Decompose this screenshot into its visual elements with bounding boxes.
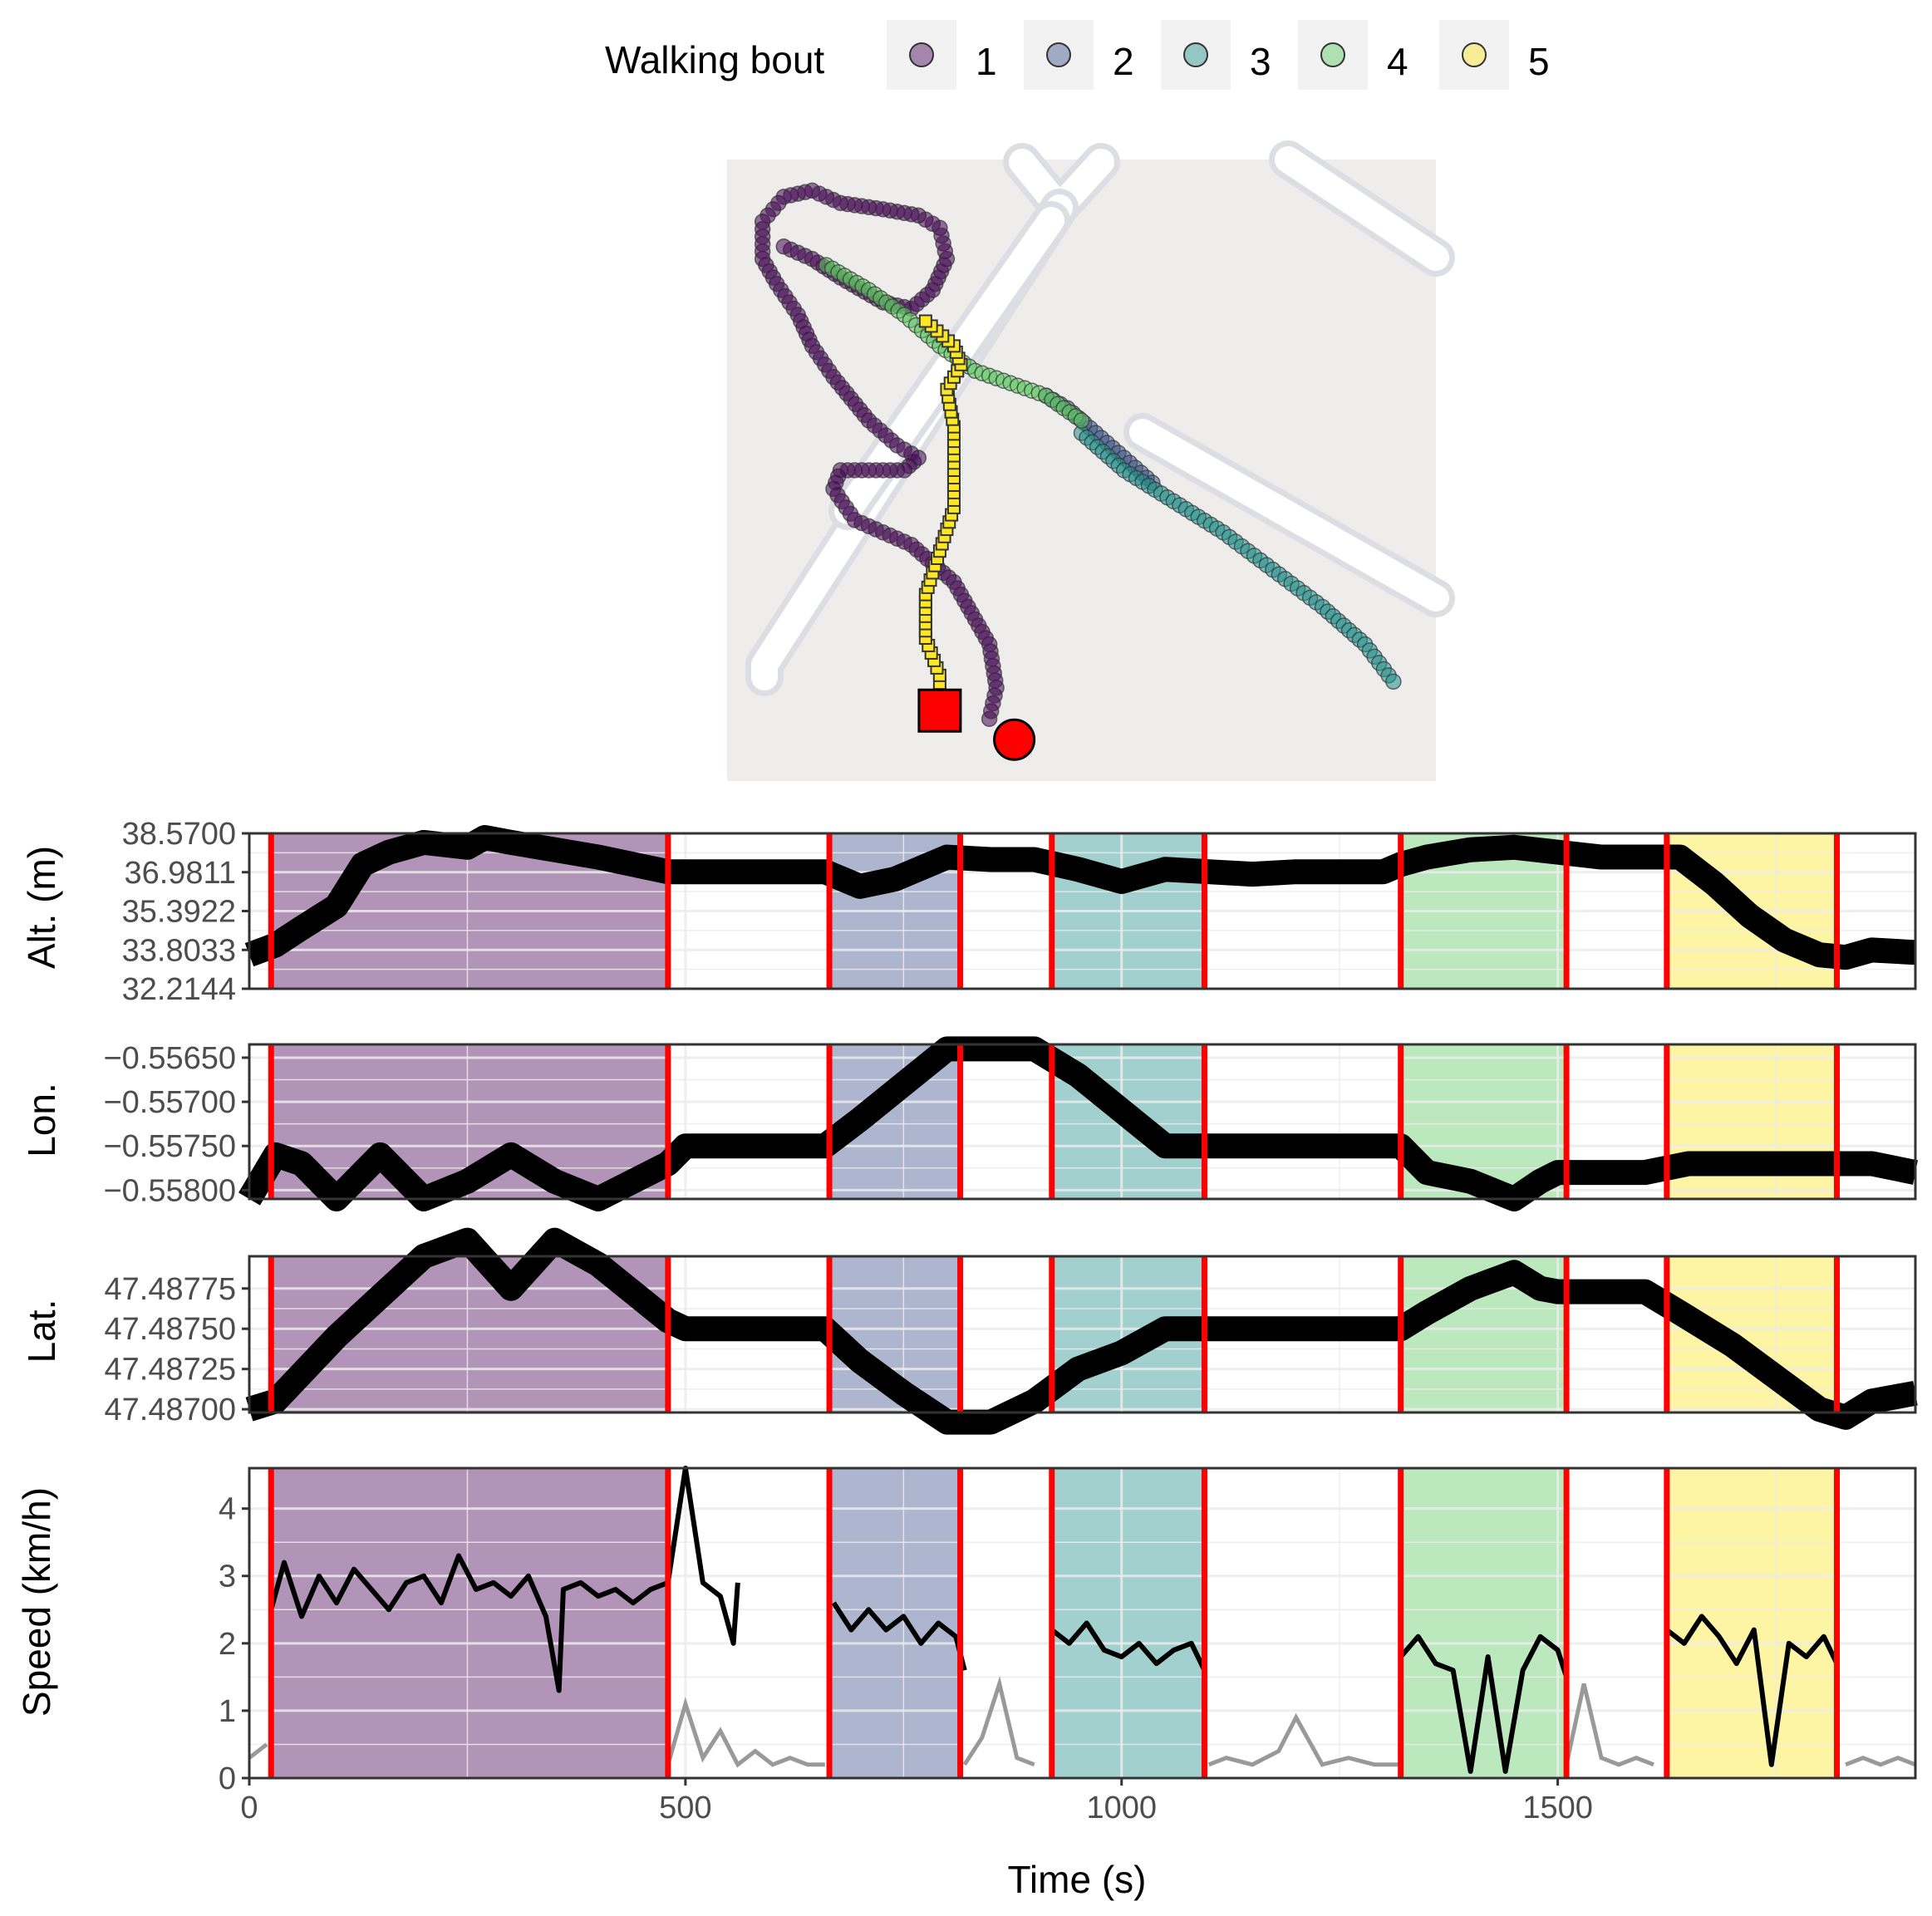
speed-nonwalking-4 (1564, 1683, 1654, 1767)
legend-key-1 (887, 20, 956, 90)
legend-entry-4: 4 (1298, 20, 1408, 90)
altitude-ytick-label-4: 32.2144 (122, 972, 236, 1007)
legend-label-1: 1 (976, 40, 997, 83)
legend-entry-5: 5 (1439, 20, 1550, 90)
legend-key-3 (1161, 20, 1231, 90)
latitude-ytick-label-3: 47.48700 (105, 1393, 237, 1427)
legend-entry-1: 1 (887, 20, 997, 90)
legend-entries: 1 2 3 4 5 (887, 20, 1550, 90)
xtick-label-3: 1500 (1522, 1791, 1593, 1825)
speed-nonwalking-2 (962, 1676, 1035, 1767)
map-point-1-155 (775, 238, 792, 255)
legend-swatch-3 (1183, 42, 1208, 67)
speed-nonwalking-1 (666, 1697, 825, 1768)
speed-walking-bout-3 (1050, 1620, 1207, 1672)
speed-walking-bout-2 (831, 1601, 967, 1672)
speed-ytick-label-2: 2 (219, 1627, 236, 1662)
latitude-ytick-label-2: 47.48725 (105, 1353, 237, 1388)
latitude-frame (248, 1255, 1917, 1414)
longitude-ytick-label-3: −0.55800 (103, 1173, 236, 1208)
map-point-4-41 (1073, 412, 1090, 429)
altitude-ytick-label-0: 38.5700 (122, 817, 236, 852)
map-track-points (754, 182, 1402, 727)
ylabel-longitude: Lon. (20, 1083, 63, 1157)
longitude-panel: −0.55650 −0.55700 −0.55750 −0.55800 (103, 1036, 1918, 1211)
legend-swatch-5 (1462, 42, 1487, 67)
end-marker (917, 688, 962, 733)
legend-label-2: 2 (1113, 40, 1134, 83)
legend-entry-2: 2 (1024, 20, 1134, 90)
speed-ytick-label-0: 0 (219, 1761, 236, 1796)
map-series-3 (1073, 425, 1402, 690)
speed-walking-bout-5 (1664, 1614, 1840, 1767)
xtick-label-0: 0 (240, 1791, 258, 1825)
xlabel-time: Time (s) (1008, 1858, 1147, 1901)
xtick-label-1: 500 (659, 1791, 711, 1825)
speed-bout-shade-4 (1400, 1468, 1567, 1778)
speed-ytick-label-1: 1 (219, 1694, 236, 1729)
speed-walking-bout-4 (1399, 1634, 1569, 1774)
speed-nonwalking-5 (1845, 1755, 1916, 1767)
longitude-ytick-label-1: −0.55700 (103, 1085, 236, 1120)
longitude-frame (248, 1043, 1917, 1201)
speed-plot-bg (249, 1468, 1915, 1778)
legend-swatch-2 (1046, 42, 1071, 67)
speed-nonwalking-0 (248, 1742, 268, 1760)
map-start-end-markers (917, 688, 1036, 761)
legend-key-2 (1024, 20, 1094, 90)
speed-bout-shade-5 (1666, 1468, 1837, 1778)
longitude-trace (238, 1036, 1918, 1211)
speed-bout-shade-1 (271, 1468, 668, 1778)
speed-bout-shade-3 (1051, 1468, 1205, 1778)
legend-entry-3: 3 (1161, 20, 1271, 90)
ylabel-altitude: Alt. (m) (20, 846, 63, 969)
legend-label-3: 3 (1250, 40, 1271, 83)
speed-nonwalking-3 (1207, 1712, 1401, 1767)
legend-label-5: 5 (1528, 40, 1550, 83)
longitude-ytick-label-2: −0.55750 (103, 1129, 236, 1164)
latitude-panel: 47.48775 47.48750 47.48725 47.48700 (105, 1227, 1918, 1435)
longitude-ytick-label-0: −0.55650 (103, 1041, 236, 1076)
legend-label-4: 4 (1387, 40, 1408, 83)
map-point-3-54 (1385, 673, 1402, 690)
altitude-ytick-label-2: 35.3922 (122, 895, 236, 930)
legend-title: Walking bout (605, 38, 824, 81)
road-3 (1275, 146, 1449, 271)
latitude-ytick-label-0: 47.48775 (105, 1272, 237, 1307)
speed-ytick-label-4: 4 (219, 1492, 236, 1527)
legend: Walking bout 1 2 3 4 5 (605, 20, 1550, 90)
speed-ytick-label-3: 3 (219, 1560, 236, 1594)
speed-frame (248, 1466, 1917, 1780)
map-point-5-55 (918, 314, 932, 328)
map-panel (727, 140, 1455, 781)
map-series-5 (918, 314, 968, 714)
start-marker (993, 718, 1036, 761)
legend-swatch-1 (909, 42, 934, 67)
latitude-trace (245, 1227, 1918, 1435)
map-series-4 (818, 257, 1090, 429)
legend-key-5 (1439, 20, 1509, 90)
latitude-ytick-label-1: 47.48750 (105, 1312, 237, 1347)
speed-panel: 0 1 2 3 4 0 500 1000 1500 (219, 1466, 1917, 1825)
ylabel-speed: Speed (km/h) (15, 1487, 58, 1717)
legend-key-4 (1298, 20, 1368, 90)
ylabel-latitude: Lat. (20, 1299, 63, 1363)
altitude-ytick-label-1: 36.9811 (124, 856, 236, 891)
road-4 (1129, 419, 1449, 612)
xtick-label-2: 1000 (1086, 1791, 1157, 1825)
altitude-ytick-label-3: 33.8033 (122, 933, 236, 968)
legend-swatch-4 (1320, 42, 1345, 67)
